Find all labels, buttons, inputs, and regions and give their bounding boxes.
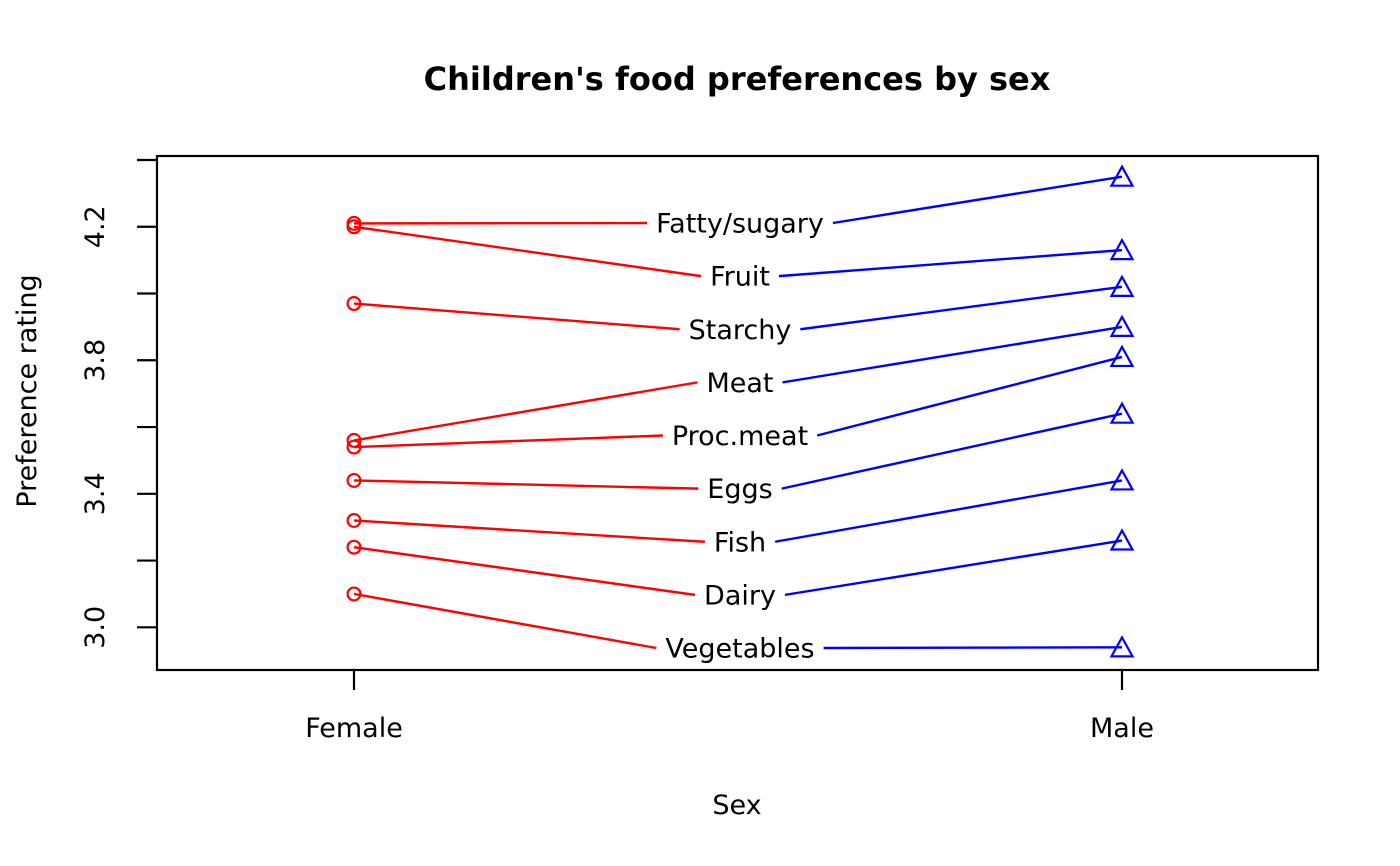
male-point-fruit [1109, 237, 1135, 261]
male-segment-eggs [781, 412, 1123, 490]
female-segment-meat [353, 381, 698, 442]
y-tick-label: 3.8 [80, 339, 111, 382]
female-point-fish [346, 513, 362, 529]
item-label-fish: Fish [714, 527, 766, 558]
male-point-eggs [1109, 401, 1135, 424]
male-point-proc-meat [1109, 344, 1135, 368]
x-tick-label-female: Female [305, 713, 403, 744]
male-point-meat [1109, 314, 1135, 337]
male-segment-fish [774, 479, 1123, 543]
male-point-fish [1109, 468, 1135, 491]
x-axis-title: Sex [712, 790, 761, 821]
female-point-proc-meat [346, 439, 362, 455]
female-segment-fruit [353, 225, 702, 278]
item-label-meat: Meat [706, 368, 773, 399]
male-point-starchy [1109, 274, 1135, 297]
female-point-fruit [346, 219, 362, 235]
male-segment-starchy [800, 285, 1123, 331]
item-label-eggs: Eggs [707, 474, 772, 505]
item-label-vegetables: Vegetables [665, 634, 814, 665]
female-segment-starchy [353, 302, 680, 331]
y-axis-title: Preference rating [12, 274, 43, 507]
male-segment-fruit [778, 248, 1123, 278]
female-point-starchy [346, 296, 362, 312]
item-label-starchy: Starchy [689, 315, 792, 346]
male-segment-dairy [784, 539, 1123, 597]
item-label-fruit: Fruit [710, 262, 770, 293]
female-point-vegetables [346, 586, 362, 602]
male-segment-proc-meat [816, 355, 1123, 437]
female-point-dairy [346, 539, 362, 555]
male-segment-vegetables [823, 646, 1123, 650]
y-tick-label: 3.0 [80, 606, 111, 649]
female-segment-eggs [353, 479, 699, 490]
item-label-proc-meat: Proc.meat [672, 421, 808, 452]
female-segment-proc-meat [353, 434, 663, 449]
plot-area: 3.0 3.4 3.8 4.2 Female Male Fatty/sugary Fruit S… [80, 154, 1320, 744]
x-tick-label-male: Male [1090, 713, 1154, 744]
female-point-eggs [346, 472, 362, 488]
y-tick-label: 3.4 [80, 472, 111, 515]
male-segment-meat [782, 325, 1123, 384]
y-tick-label: 4.2 [80, 205, 111, 248]
item-label-dairy: Dairy [704, 580, 776, 611]
chart-title: Children's food preferences by sex [424, 60, 1051, 98]
female-segment-dairy [353, 546, 696, 597]
female-segment-fish [353, 519, 705, 543]
male-segment-fatty-sugary [832, 175, 1123, 225]
plot-box [155, 154, 1320, 672]
male-point-dairy [1109, 528, 1135, 551]
item-label-fatty-sugary: Fatty/sugary [656, 209, 824, 240]
male-point-vegetables [1109, 635, 1135, 658]
male-point-fatty-sugary [1109, 164, 1135, 187]
female-segment-vegetables [353, 592, 657, 650]
